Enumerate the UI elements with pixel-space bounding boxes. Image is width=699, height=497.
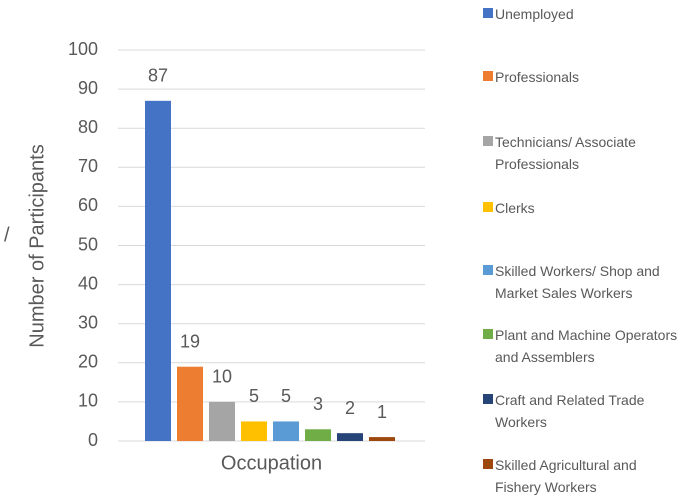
value-label: 5 bbox=[281, 386, 291, 406]
y-tick-label: 50 bbox=[78, 234, 98, 254]
legend-swatch bbox=[483, 71, 493, 81]
legend-swatch bbox=[483, 265, 493, 275]
bar bbox=[369, 437, 395, 441]
x-tick-label: Occupation bbox=[221, 452, 322, 474]
y-tick-label: 100 bbox=[68, 39, 98, 59]
y-tick-label: 10 bbox=[78, 391, 98, 411]
bar bbox=[145, 100, 171, 441]
value-label: 10 bbox=[212, 367, 232, 387]
y-tick-label: 70 bbox=[78, 156, 98, 176]
legend-label: Professionals bbox=[495, 69, 580, 85]
legend-label: Skilled Agricultural and Fishery Workers bbox=[495, 457, 637, 495]
value-label: 2 bbox=[345, 398, 355, 418]
legend-label: Technicians/ Associate Professionals bbox=[495, 134, 636, 172]
bar bbox=[305, 429, 331, 441]
bar bbox=[177, 366, 203, 441]
y-tick-label: 80 bbox=[78, 117, 98, 137]
y-tick-label: 20 bbox=[78, 352, 98, 372]
y-tick-label: 30 bbox=[78, 312, 98, 332]
legend-item: Craft and Related Trade Workers bbox=[483, 389, 683, 433]
legend-item: Skilled Agricultural and Fishery Workers bbox=[483, 454, 683, 497]
value-label: 3 bbox=[313, 394, 323, 414]
legend-label: Craft and Related Trade Workers bbox=[495, 392, 645, 430]
legend-item: Clerks bbox=[483, 197, 683, 219]
legend-item: Professionals bbox=[483, 66, 683, 88]
legend-swatch bbox=[483, 394, 493, 404]
y-tick-label: 40 bbox=[78, 273, 98, 293]
y-tick-label: 90 bbox=[78, 78, 98, 98]
legend-item: Plant and Machine Operators and Assemble… bbox=[483, 324, 683, 368]
legend-swatch bbox=[483, 459, 493, 469]
bar bbox=[273, 421, 299, 441]
legend-label: Clerks bbox=[495, 200, 535, 216]
value-label: 87 bbox=[148, 66, 168, 86]
bar bbox=[337, 433, 363, 441]
bar bbox=[209, 401, 235, 441]
y-tick-label: 60 bbox=[78, 195, 98, 215]
legend-swatch bbox=[483, 329, 493, 339]
annotation: / bbox=[4, 224, 10, 246]
legend-item: Technicians/ Associate Professionals bbox=[483, 131, 683, 175]
legend-swatch bbox=[483, 8, 493, 18]
y-axis-label: Number of Participants bbox=[26, 144, 48, 347]
bar bbox=[241, 421, 267, 441]
legend-swatch bbox=[483, 202, 493, 212]
legend-swatch bbox=[483, 136, 493, 146]
value-label: 5 bbox=[249, 386, 259, 406]
y-tick-label: 0 bbox=[88, 430, 98, 450]
legend-label: Unemployed bbox=[495, 6, 574, 22]
legend-label: Skilled Workers/ Shop and Market Sales W… bbox=[495, 263, 660, 301]
legend-label: Plant and Machine Operators and Assemble… bbox=[495, 327, 678, 365]
legend-item: Skilled Workers/ Shop and Market Sales W… bbox=[483, 260, 683, 304]
value-label: 19 bbox=[180, 331, 200, 351]
value-label: 1 bbox=[377, 402, 387, 422]
legend-item: Unemployed bbox=[483, 3, 683, 25]
